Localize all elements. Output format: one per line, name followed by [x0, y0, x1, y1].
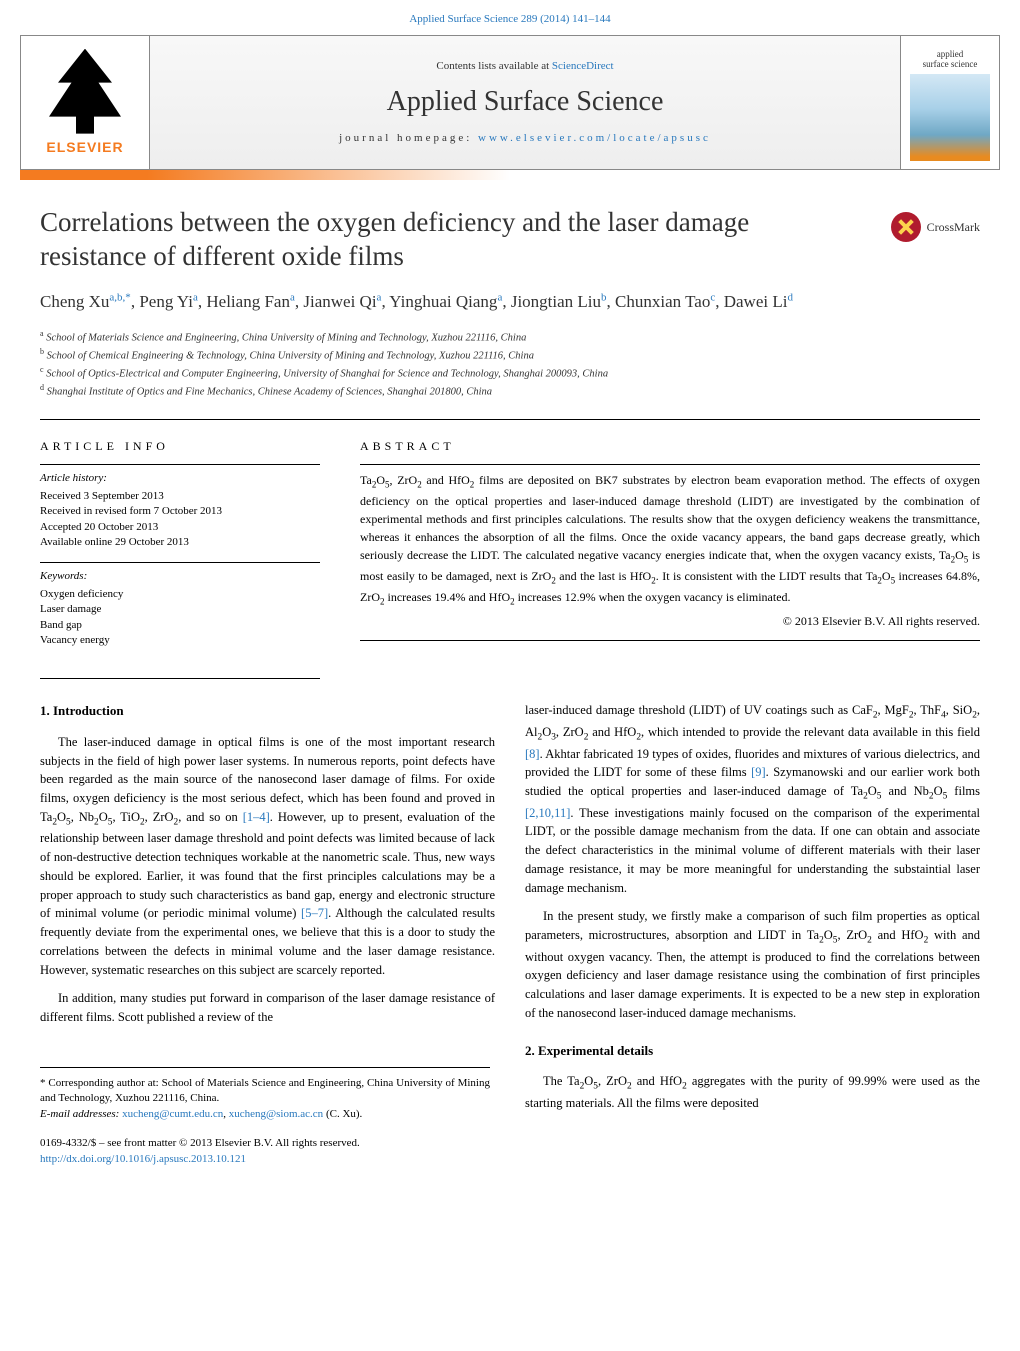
orange-gradient-bar	[20, 170, 1000, 180]
journal-homepage-link[interactable]: www.elsevier.com/locate/apsusc	[478, 132, 711, 144]
elsevier-label: ELSEVIER	[46, 138, 123, 158]
email-link[interactable]: xucheng@cumt.edu.cn	[122, 1108, 223, 1120]
affiliations: a School of Materials Science and Engine…	[40, 328, 980, 401]
info-abstract-row: ARTICLE INFO Article history: Received 3…	[40, 438, 980, 661]
email-link[interactable]: xucheng@siom.ac.cn	[229, 1108, 323, 1120]
affiliation: c School of Optics-Electrical and Comput…	[40, 364, 980, 382]
cover-image	[910, 74, 990, 161]
section-heading-introduction: 1. Introduction	[40, 701, 495, 721]
journal-title: Applied Surface Science	[387, 82, 664, 121]
body-paragraph: laser-induced damage threshold (LIDT) of…	[525, 701, 980, 897]
article-history: Article history: Received 3 September 20…	[40, 471, 320, 550]
affiliation: d Shanghai Institute of Optics and Fine …	[40, 382, 980, 400]
history-line: Received 3 September 2013	[40, 489, 320, 504]
corresponding-author: * Corresponding author at: School of Mat…	[40, 1076, 490, 1107]
top-citation-link: Applied Surface Science 289 (2014) 141–1…	[0, 0, 1020, 35]
affiliation: b School of Chemical Engineering & Techn…	[40, 346, 980, 364]
history-line: Received in revised form 7 October 2013	[40, 504, 320, 519]
doi-link[interactable]: http://dx.doi.org/10.1016/j.apsusc.2013.…	[40, 1153, 246, 1165]
divider	[40, 419, 980, 420]
journal-cover: applied surface science	[900, 35, 1000, 170]
abstract-copyright: © 2013 Elsevier B.V. All rights reserved…	[360, 613, 980, 630]
body-paragraph: The Ta2O5, ZrO2 and HfO2 aggregates with…	[525, 1072, 980, 1112]
body-paragraph: In addition, many studies put forward in…	[40, 989, 495, 1027]
article-area: Correlations between the oxygen deficien…	[0, 182, 1020, 1187]
abstract-text: Ta2O5, ZrO2 and HfO2 films are deposited…	[360, 471, 980, 609]
keyword: Vacancy energy	[40, 633, 320, 648]
journal-homepage-line: journal homepage: www.elsevier.com/locat…	[339, 131, 711, 146]
citation-link[interactable]: Applied Surface Science 289 (2014) 141–1…	[409, 13, 610, 25]
keywords-block: Keywords: Oxygen deficiency Laser damage…	[40, 569, 320, 648]
contents-lists-line: Contents lists available at ScienceDirec…	[436, 59, 613, 74]
history-line: Available online 29 October 2013	[40, 535, 320, 550]
keyword: Oxygen deficiency	[40, 587, 320, 602]
body-paragraph: In the present study, we firstly make a …	[525, 907, 980, 1022]
keyword: Band gap	[40, 618, 320, 633]
divider	[40, 678, 320, 679]
section-heading-experimental: 2. Experimental details	[525, 1041, 980, 1061]
authors-list: Cheng Xua,b,*, Peng Yia, Heliang Fana, J…	[40, 290, 980, 314]
header-center: Contents lists available at ScienceDirec…	[150, 35, 900, 170]
journal-header: ELSEVIER Contents lists available at Sci…	[20, 35, 1000, 170]
article-title: Correlations between the oxygen deficien…	[40, 206, 840, 274]
divider	[40, 464, 320, 465]
body-paragraph: The laser-induced damage in optical film…	[40, 733, 495, 980]
cover-label: applied surface science	[923, 50, 978, 70]
issn-line: 0169-4332/$ – see front matter © 2013 El…	[40, 1136, 495, 1151]
keyword: Laser damage	[40, 602, 320, 617]
article-info-column: ARTICLE INFO Article history: Received 3…	[40, 438, 320, 661]
title-row: Correlations between the oxygen deficien…	[40, 206, 980, 274]
crossmark-label: CrossMark	[927, 219, 980, 236]
keywords-label: Keywords:	[40, 569, 320, 584]
crossmark-icon	[891, 212, 921, 242]
affiliation: a School of Materials Science and Engine…	[40, 328, 980, 346]
abstract-heading: ABSTRACT	[360, 438, 980, 455]
footnote: * Corresponding author at: School of Mat…	[40, 1067, 490, 1122]
issn-block: 0169-4332/$ – see front matter © 2013 El…	[40, 1136, 495, 1167]
crossmark-badge[interactable]: CrossMark	[891, 212, 980, 242]
abstract-column: ABSTRACT Ta2O5, ZrO2 and HfO2 films are …	[360, 438, 980, 661]
body-columns: 1. Introduction The laser-induced damage…	[40, 701, 980, 1167]
article-history-label: Article history:	[40, 471, 320, 486]
elsevier-logo: ELSEVIER	[20, 35, 150, 170]
elsevier-tree-icon	[40, 49, 130, 134]
email-line: E-mail addresses: xucheng@cumt.edu.cn, x…	[40, 1107, 490, 1122]
article-info-heading: ARTICLE INFO	[40, 438, 320, 455]
body-column-right: laser-induced damage threshold (LIDT) of…	[525, 701, 980, 1167]
divider	[360, 464, 980, 465]
divider	[40, 562, 320, 563]
history-line: Accepted 20 October 2013	[40, 520, 320, 535]
divider	[360, 640, 980, 641]
body-column-left: 1. Introduction The laser-induced damage…	[40, 701, 495, 1167]
sciencedirect-link[interactable]: ScienceDirect	[552, 60, 614, 72]
